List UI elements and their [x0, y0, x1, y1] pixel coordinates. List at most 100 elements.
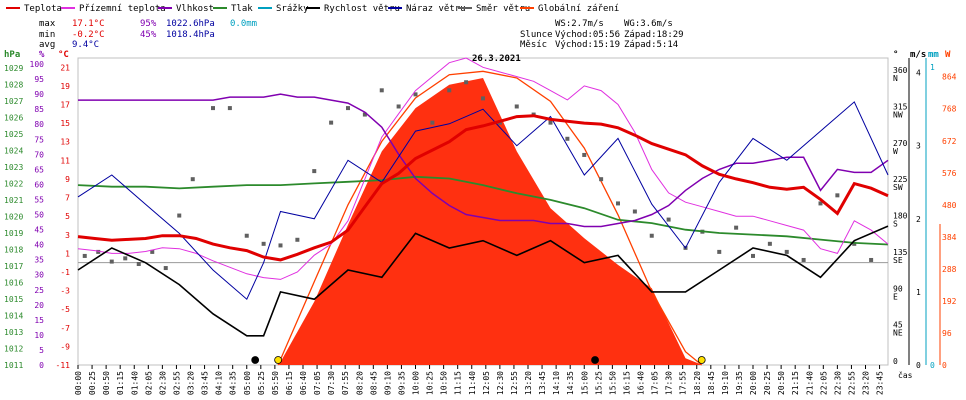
y-tick-radiation: 192 [942, 297, 957, 306]
y-tick-wind-dir: 180 [893, 212, 908, 221]
y-tick-humidity: 80 [34, 120, 44, 129]
x-tick-label: 15:50 [608, 371, 617, 395]
y-tick-wind-dir: 45 [893, 321, 903, 330]
x-tick-label: 01:40 [130, 371, 139, 395]
x-tick-label: 08:45 [369, 371, 378, 395]
wind-direction-point [649, 233, 654, 238]
x-tick-label: 17:55 [679, 371, 688, 395]
y-tick-pressure: 1019 [4, 229, 23, 238]
info-ws: WS:2.7m/s [555, 19, 604, 29]
y-tick-wind-dir: 315 [893, 103, 908, 112]
y-tick-temp: 13 [60, 138, 70, 147]
x-tick-label: 01:15 [116, 371, 125, 395]
x-tick-label: 00:25 [88, 371, 97, 395]
x-tick-label: 14:35 [566, 371, 575, 395]
wind-direction-point [565, 136, 570, 141]
x-tick-label: 02:30 [158, 371, 167, 395]
y-tick-humidity: 100 [30, 60, 45, 69]
wind-direction-point [177, 213, 182, 218]
wind-direction-point [136, 262, 141, 267]
y-tick-radiation: 672 [942, 137, 957, 146]
y-tick-pressure: 1026 [4, 113, 23, 122]
y-tick-radiation: 0 [942, 361, 947, 370]
y-tick-humidity: 35 [34, 256, 44, 265]
x-tick-label: 05:50 [271, 371, 280, 395]
wind-direction-point [362, 112, 367, 117]
y-tick-humidity: 65 [34, 165, 44, 174]
wind-direction-point [261, 241, 266, 246]
y-axes: 1011101210131014101510161017101810191020… [4, 58, 957, 370]
y-tick-pressure: 1021 [4, 196, 23, 205]
sun-marker [697, 356, 706, 364]
wind-direction-point [82, 253, 87, 258]
stat-max-pres: 1022.6hPa [166, 19, 215, 29]
x-tick-label: 14:10 [552, 371, 561, 395]
y-tick-temp: 17 [60, 101, 70, 110]
stat-min-hum: 45% [140, 30, 157, 40]
pressure-line [77, 175, 889, 246]
wind-direction-point [227, 106, 232, 111]
stat-max-hum: 95% [140, 19, 157, 29]
info-wg: WG:3.6m/s [624, 19, 673, 29]
info-sun-label: Slunce [520, 30, 553, 40]
y-tick-pressure: 1020 [4, 212, 23, 221]
axis-title-wind: m/s [910, 50, 926, 60]
stats-block: max 17.1°C 95% 1022.6hPa 0.0mm min -0.2°… [39, 19, 257, 50]
y-tick-radiation: 576 [942, 169, 957, 178]
y-tick-temp: 9 [65, 175, 70, 184]
x-tick-label: 22:55 [847, 371, 856, 395]
y-tick-radiation: 384 [942, 233, 957, 242]
wind-direction-point [818, 201, 823, 206]
wind-direction-point [734, 225, 739, 230]
x-tick-label: 22:30 [833, 371, 842, 395]
axis-title-pressure: hPa [4, 50, 20, 60]
x-tick-label: 03:45 [201, 371, 210, 395]
y-tick-humidity: 40 [34, 241, 44, 250]
y-tick-temp: -1 [60, 268, 70, 277]
stat-max-rain: 0.0mm [230, 19, 257, 29]
y-tick-wind-dir-name: NW [893, 111, 903, 120]
y-tick-wind-dir-name: E [893, 292, 898, 301]
y-tick-wind-dir: 360 [893, 66, 908, 75]
y-tick-pressure: 1011 [4, 361, 23, 370]
y-tick-wind-dir: 0 [893, 357, 898, 366]
y-tick-pressure: 1015 [4, 295, 23, 304]
x-tick-label: 18:45 [707, 371, 716, 395]
y-tick-humidity: 45 [34, 226, 44, 235]
moon-marker [591, 356, 599, 364]
x-tick-label: 12:30 [496, 371, 505, 395]
y-tick-wind: 2 [916, 215, 921, 224]
x-tick-label: 17:30 [665, 371, 674, 395]
x-tick-label: 23:45 [876, 371, 885, 395]
x-tick-label: 09:10 [383, 371, 392, 395]
y-tick-pressure: 1017 [4, 262, 23, 271]
wind-direction-point [481, 96, 485, 101]
x-tick-label: 16:40 [637, 371, 646, 395]
x-tick-label: 21:40 [805, 371, 814, 395]
y-tick-radiation: 768 [942, 105, 957, 114]
wind-direction-point [295, 237, 300, 242]
y-tick-wind-dir: 90 [893, 284, 903, 293]
x-tick-label: 00:00 [74, 371, 83, 395]
legend: Teplota Přízemní teplota Vlhkost Tlak Srážky… [6, 4, 619, 14]
wind-direction-point [211, 106, 215, 111]
y-tick-humidity: 55 [34, 195, 44, 204]
info-moon-rise: Východ:15:19 [555, 40, 620, 50]
stat-max-label: max [39, 19, 56, 29]
y-tick-temp: 21 [60, 63, 70, 72]
y-tick-temp: 15 [60, 119, 70, 128]
x-tick-label: 05:00 [243, 371, 252, 395]
y-tick-wind-dir-name: N [893, 74, 898, 83]
stat-min-label: min [39, 30, 55, 40]
wind-direction-point [869, 257, 874, 262]
x-tick-label: 06:40 [299, 371, 308, 395]
y-tick-pressure: 1023 [4, 163, 23, 172]
x-tick-label: 07:55 [341, 371, 350, 395]
wind-direction-point [464, 80, 469, 85]
stat-avg-temp: 9.4°C [72, 40, 99, 50]
wind-direction-point [163, 266, 168, 271]
y-tick-pressure: 1013 [4, 328, 23, 337]
x-tick-label: 10:50 [440, 371, 449, 395]
wind-direction-point [852, 241, 857, 246]
